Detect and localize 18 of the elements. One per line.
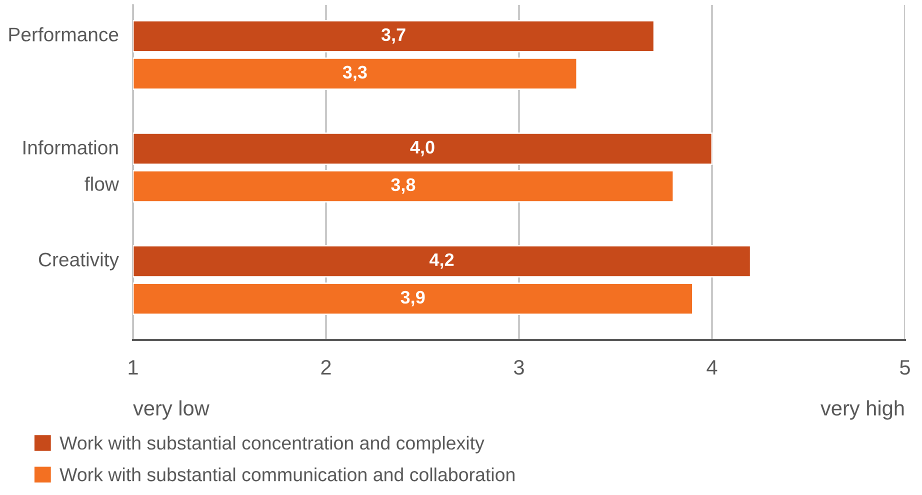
x-tick-label: 2 [321,360,331,375]
y-tick-label: Information flow [24,140,120,191]
data-label: 3,7 [381,28,406,44]
data-label: 4,2 [430,253,454,269]
y-tick-label: Performance [9,27,118,42]
data-label: 4,0 [410,140,434,156]
x-tick-label: 5 [900,360,910,375]
data-label: 3,8 [391,178,416,194]
y-tick-label: Creativity [38,252,119,270]
legend-label: Work with substantial communication and collaboration [60,468,514,482]
text: very high [820,400,904,420]
x-tick-label: 1 [128,360,138,375]
x-tick-label: 3 [514,360,524,375]
text: very low [133,400,210,420]
x-tick-label: 4 [706,360,718,375]
data-label: 3,9 [400,290,425,306]
legend-label: Work with substantial concentration and complexity [60,436,484,454]
data-label: 3,3 [342,66,367,82]
